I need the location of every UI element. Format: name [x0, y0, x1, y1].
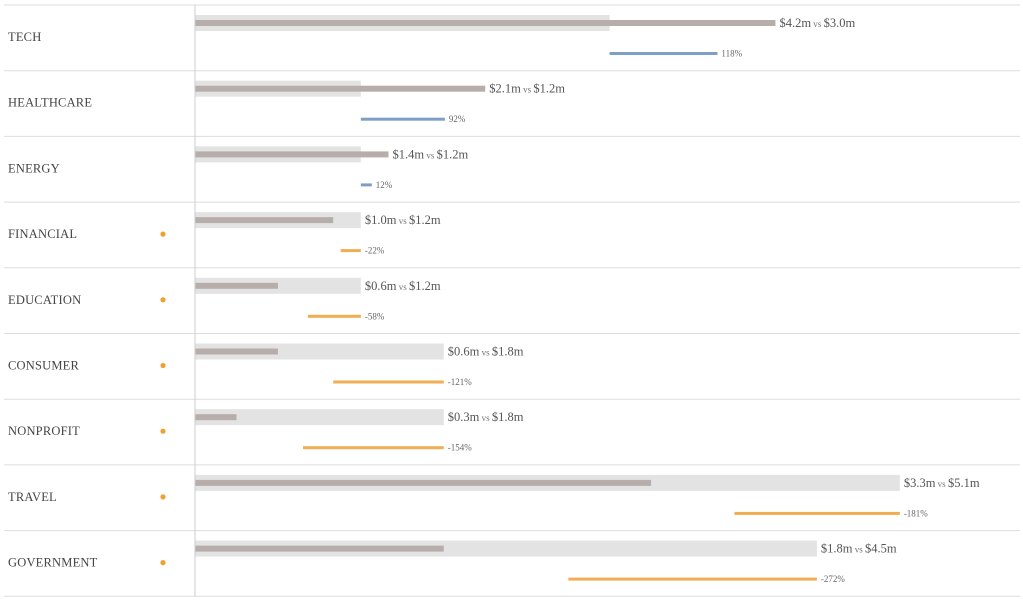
category-label: EDUCATION — [8, 293, 81, 307]
target-value-label: $1.2m — [409, 279, 441, 293]
variance-label: 118% — [721, 49, 742, 59]
vs-label: vs — [424, 150, 437, 160]
actual-bar — [195, 282, 278, 289]
variance-label: -58% — [365, 311, 385, 321]
negative-variance-line — [307, 314, 361, 318]
vs-label: vs — [521, 85, 534, 95]
actual-value-label: $3.3m — [904, 476, 936, 490]
category-label: TECH — [8, 30, 41, 44]
variance-label: -22% — [365, 246, 385, 256]
category-label: NONPROFIT — [8, 424, 80, 438]
target-value-label: $4.5m — [865, 542, 897, 556]
variance-label: 12% — [376, 180, 393, 190]
target-value-label: $3.0m — [824, 16, 856, 30]
value-label: $0.6m vs $1.2m — [365, 279, 441, 293]
actual-bar — [195, 20, 776, 26]
negative-variance-line — [340, 249, 361, 253]
vs-label: vs — [935, 479, 948, 489]
actual-bar — [195, 479, 652, 486]
vs-label: vs — [396, 216, 409, 226]
category-label: HEALTHCARE — [8, 96, 92, 110]
positive-variance-line — [360, 183, 372, 187]
actual-value-label: $4.2m — [779, 16, 811, 30]
category-label: CONSUMER — [8, 359, 80, 373]
actual-bar — [195, 217, 334, 224]
target-value-label: $1.8m — [492, 410, 524, 424]
actual-value-label: $1.4m — [392, 147, 424, 161]
actual-value-label: $2.1m — [489, 82, 521, 96]
actual-bar — [195, 151, 389, 158]
flag-dot — [160, 560, 166, 566]
variance-label: -181% — [904, 508, 928, 518]
value-label: $0.3m vs $1.8m — [448, 410, 524, 424]
actual-value-label: $0.6m — [365, 279, 397, 293]
flag-dot — [160, 297, 166, 303]
target-bar — [195, 343, 444, 360]
actual-bar — [195, 85, 486, 92]
negative-variance-line — [568, 577, 817, 581]
value-label: $1.8m vs $4.5m — [821, 542, 897, 556]
variance-label: -154% — [448, 443, 472, 453]
negative-variance-line — [333, 380, 444, 384]
category-label: FINANCIAL — [8, 227, 77, 241]
variance-label: -121% — [448, 377, 472, 387]
vs-label: vs — [479, 348, 492, 358]
actual-value-label: $0.3m — [448, 410, 480, 424]
target-value-label: $1.2m — [533, 82, 565, 96]
negative-variance-line — [734, 511, 900, 515]
vs-label: vs — [396, 282, 409, 292]
vs-label: vs — [811, 19, 824, 29]
category-label: TRAVEL — [8, 490, 57, 504]
positive-variance-line — [609, 52, 718, 55]
flag-dot — [160, 362, 166, 369]
target-bar — [195, 540, 817, 557]
actual-bar — [195, 414, 237, 421]
actual-bar — [195, 545, 444, 552]
variance-label: 92% — [449, 114, 466, 124]
actual-bar — [195, 348, 278, 355]
vs-label: vs — [479, 413, 492, 423]
target-value-label: $1.2m — [409, 213, 441, 227]
value-label: $1.0m vs $1.2m — [365, 213, 441, 227]
actual-value-label: $1.0m — [365, 213, 397, 227]
actual-value-label: $1.8m — [821, 542, 853, 556]
variance-label: -272% — [821, 574, 845, 584]
value-label: $3.3m vs $5.1m — [904, 476, 980, 490]
flag-dot — [160, 428, 166, 434]
category-label: GOVERNMENT — [8, 556, 98, 570]
value-label: $2.1m vs $1.2m — [489, 82, 565, 96]
value-label: $1.4m vs $1.2m — [392, 147, 468, 161]
value-label: $0.6m vs $1.8m — [448, 345, 524, 359]
flag-dot — [160, 494, 166, 500]
value-label: $4.2m vs $3.0m — [779, 16, 855, 30]
target-value-label: $1.2m — [437, 147, 469, 161]
vs-label: vs — [853, 545, 866, 555]
positive-variance-line — [360, 117, 445, 121]
target-bar — [195, 409, 444, 426]
target-value-label: $5.1m — [948, 476, 980, 490]
actual-value-label: $0.6m — [448, 345, 480, 359]
negative-variance-line — [303, 446, 444, 450]
flag-dot — [160, 231, 166, 237]
target-value-label: $1.8m — [492, 345, 524, 359]
category-label: ENERGY — [8, 161, 60, 175]
